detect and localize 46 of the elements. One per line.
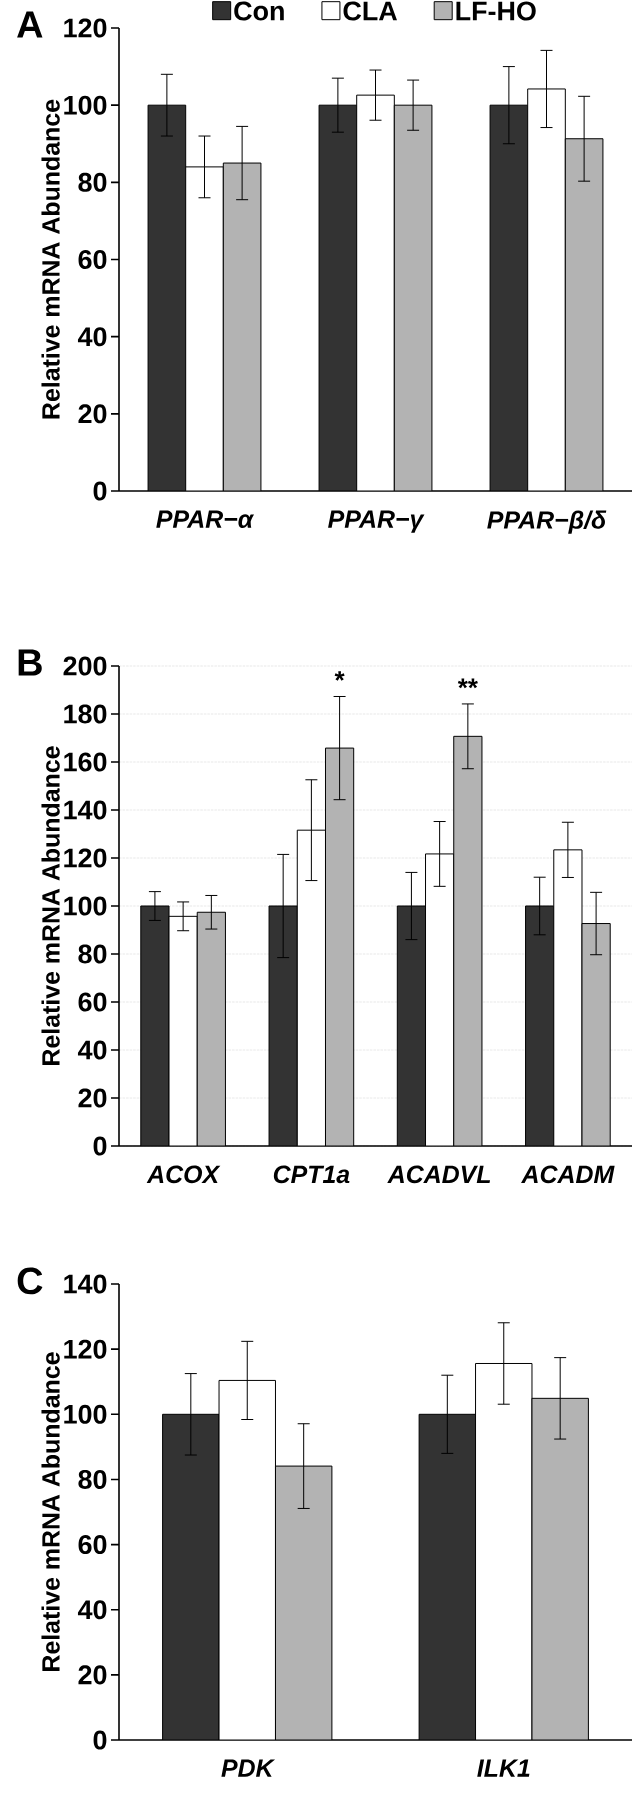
- y-tick-label: 80: [78, 172, 107, 192]
- x-tick-label: PPAR−β/δ: [487, 510, 607, 534]
- legend-label: LF-HO: [456, 1, 536, 21]
- y-tick-label: 140: [64, 800, 107, 820]
- y-tick-label: 120: [64, 848, 107, 868]
- y-tick-label: 180: [64, 704, 107, 724]
- x-tick-label: PDK: [221, 1759, 276, 1777]
- y-tick-label: 100: [64, 1404, 107, 1424]
- y-tick-label: 60: [78, 249, 107, 270]
- y-tick-label: 60: [78, 1535, 107, 1555]
- legend-label: CLA: [343, 1, 397, 21]
- x-tick-label: ACADM: [521, 1165, 615, 1184]
- y-tick-label: 120: [64, 1339, 107, 1359]
- y-tick-label: 120: [64, 18, 107, 38]
- y-tick-label: 60: [78, 992, 107, 1012]
- y-tick-label: 0: [93, 1730, 107, 1750]
- y-tick-label: 40: [77, 1040, 107, 1060]
- y-axis-title: Relative mRNA Abundance: [41, 99, 60, 419]
- y-tick-label: 20: [78, 1088, 107, 1108]
- x-tick-label: ACOX: [146, 1165, 221, 1184]
- y-tick-label: 80: [78, 1469, 107, 1489]
- y-axis-title: Relative mRNA Abundance: [41, 746, 60, 1065]
- annotation: **: [457, 678, 478, 689]
- legend-label: Con: [234, 1, 284, 21]
- y-tick-label: 40: [77, 327, 107, 347]
- y-tick-label: 20: [78, 1665, 107, 1685]
- y-tick-label: 0: [93, 481, 107, 501]
- y-tick-label: 140: [64, 1274, 107, 1294]
- y-axis-title: Relative mRNA Abundance: [41, 1352, 60, 1671]
- chart-title: C: [17, 1267, 43, 1295]
- y-tick-label: 160: [64, 752, 107, 772]
- x-tick-label: CPT1a: [273, 1165, 350, 1184]
- chart-title: B: [18, 649, 42, 676]
- annotation: *: [334, 671, 345, 681]
- y-tick-label: 100: [64, 95, 107, 115]
- y-tick-label: 20: [78, 404, 107, 424]
- x-tick-label: PPAR−γ: [328, 510, 425, 533]
- y-tick-label: 200: [63, 656, 107, 676]
- y-tick-label: 80: [78, 944, 107, 964]
- y-tick-label: 100: [64, 896, 107, 916]
- x-tick-label: PPAR−α: [156, 510, 255, 528]
- chart-title: A: [17, 11, 43, 38]
- x-tick-label: ACADVL: [387, 1165, 491, 1184]
- y-tick-label: 0: [93, 1136, 107, 1156]
- y-tick-label: 40: [77, 1600, 107, 1620]
- x-tick-label: ILK1: [477, 1759, 530, 1777]
